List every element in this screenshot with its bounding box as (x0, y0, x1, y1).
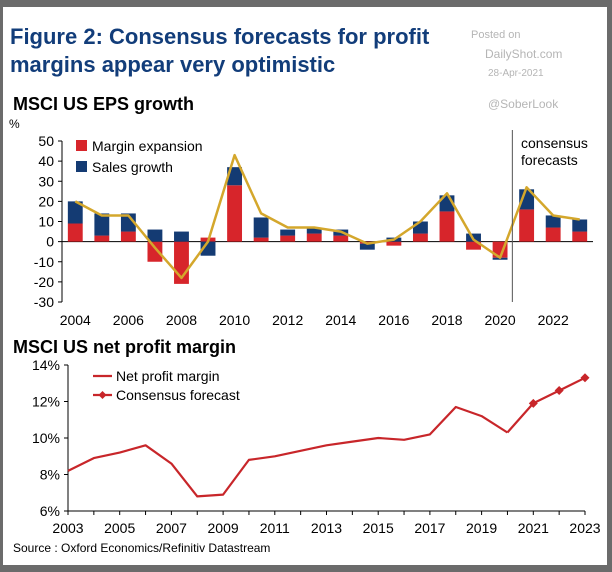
watermark-posted-on: Posted on (471, 29, 521, 41)
eps-y-tick-label: -10 (34, 254, 54, 270)
net-profit-margin-chart: 6% 8% 10% 12% 14% 2003 2005 2007 2009 2011 2013 201… (32, 357, 601, 536)
legend-label-net-profit-margin: Net profit margin (116, 368, 219, 384)
margin-expansion-bar (280, 235, 296, 242)
eps-y-tick-label: 20 (38, 193, 54, 209)
margin-y-tick-label: 12% (32, 394, 60, 410)
margin-expansion-bar (67, 223, 83, 242)
sales-growth-bar (174, 231, 189, 242)
margin-expansion-bar (147, 241, 163, 262)
margin-x-tick-label: 2005 (104, 520, 135, 536)
sales-growth-bar (94, 213, 110, 236)
sales-growth-bar (67, 201, 83, 224)
sales-growth-bar (253, 217, 269, 238)
sales-growth-bar (280, 229, 296, 236)
consensus-forecast-point (554, 386, 564, 396)
watermark-handle: @SoberLook (488, 97, 559, 111)
sales-growth-bar (227, 167, 243, 186)
legend-label-margin-expansion: Margin expansion (92, 138, 203, 154)
legend-marker-consensus-forecast (98, 391, 107, 399)
eps-y-tick-label: 10 (38, 214, 54, 230)
margin-expansion-bar (253, 237, 269, 242)
margin-y-tick-label: 8% (40, 467, 60, 483)
eps-y-unit-label: % (9, 117, 20, 131)
margin-expansion-bar (519, 209, 535, 242)
sales-growth-bar (147, 229, 163, 242)
eps-x-tick-label: 2022 (538, 312, 569, 328)
figure-panel: Figure 2: Consensus forecasts for profit… (3, 7, 607, 565)
eps-x-tick-label: 2020 (484, 312, 515, 328)
eps-y-tick-label: -30 (34, 294, 54, 310)
eps-y-tick-label: -20 (34, 274, 54, 290)
margin-x-tick-label: 2011 (260, 520, 290, 536)
figure-title-line-1: Figure 2: Consensus forecasts for profit (10, 24, 430, 49)
eps-chart-title: MSCI US EPS growth (13, 94, 195, 114)
eps-x-tick-label: 2014 (325, 312, 356, 328)
eps-x-tick-label: 2004 (60, 312, 91, 328)
margin-expansion-bar (227, 185, 243, 242)
eps-y-tick-label: 40 (38, 153, 54, 169)
eps-x-tick-label: 2006 (113, 312, 144, 328)
eps-growth-chart: % -30 -20 -10 0 10 20 30 40 50 consensus forecasts 2… (9, 117, 593, 328)
sales-growth-bar (572, 219, 588, 232)
eps-x-tick-label: 2008 (166, 312, 197, 328)
margin-expansion-bar (545, 227, 561, 242)
figure-title-line-2: margins appear very optimistic (10, 52, 336, 77)
sales-growth-bar (306, 227, 322, 234)
margin-x-tick-label: 2023 (569, 520, 600, 536)
margin-x-tick-label: 2021 (518, 520, 549, 536)
eps-x-tick-label: 2016 (378, 312, 409, 328)
margin-expansion-bar (386, 241, 402, 246)
margin-y-tick-label: 6% (40, 503, 60, 519)
margin-expansion-bar (333, 235, 349, 242)
annotation-line: forecasts (521, 152, 578, 168)
margin-x-tick-label: 2003 (52, 520, 83, 536)
eps-growth-line (74, 153, 580, 280)
margin-x-tick-label: 2007 (156, 520, 187, 536)
eps-y-tick-label: 50 (38, 133, 54, 149)
eps-y-tick-label: 0 (46, 234, 54, 250)
legend-label-sales-growth: Sales growth (92, 159, 173, 175)
eps-x-tick-label: 2010 (219, 312, 250, 328)
margin-x-tick-label: 2017 (414, 520, 445, 536)
net-profit-margin-line (67, 405, 508, 498)
eps-x-tick-label: 2012 (272, 312, 303, 328)
margin-x-tick-label: 2019 (466, 520, 497, 536)
watermark-date: 28-Apr-2021 (488, 68, 544, 79)
sales-growth-bar (412, 221, 428, 234)
margin-x-tick-label: 2009 (208, 520, 239, 536)
sales-growth-bar (359, 243, 375, 250)
sales-growth-bar (545, 215, 561, 228)
consensus-forecasts-annotation: consensus forecasts (521, 135, 588, 168)
margin-expansion-bar (412, 233, 428, 242)
margin-x-tick-label: 2015 (363, 520, 394, 536)
margin-expansion-bar (572, 231, 588, 242)
eps-y-tick-label: 30 (38, 173, 54, 189)
margin-expansion-bar (306, 233, 322, 242)
consensus-forecast-point (580, 373, 590, 383)
margin-x-tick-label: 2013 (311, 520, 342, 536)
consensus-forecast-point (528, 398, 538, 408)
legend-swatch-sales-growth (76, 161, 87, 172)
margin-expansion-bar (439, 211, 455, 242)
margin-expansion-bar (120, 231, 136, 242)
consensus-forecast-line (506, 376, 586, 434)
legend-swatch-margin-expansion (76, 140, 87, 151)
legend-label-consensus-forecast: Consensus forecast (116, 387, 240, 403)
watermark-site: DailyShot.com (485, 47, 563, 61)
margin-expansion-bar (466, 241, 481, 250)
annotation-line: consensus (521, 135, 588, 151)
margin-y-tick-label: 10% (32, 430, 60, 446)
source-note: Source : Oxford Economics/Refinitiv Data… (13, 541, 271, 555)
margin-expansion-bar (94, 235, 110, 242)
margin-chart-title: MSCI US net profit margin (13, 337, 237, 357)
margin-y-tick-label: 14% (32, 357, 60, 373)
eps-x-tick-label: 2018 (431, 312, 462, 328)
sales-growth-bar (120, 213, 136, 232)
